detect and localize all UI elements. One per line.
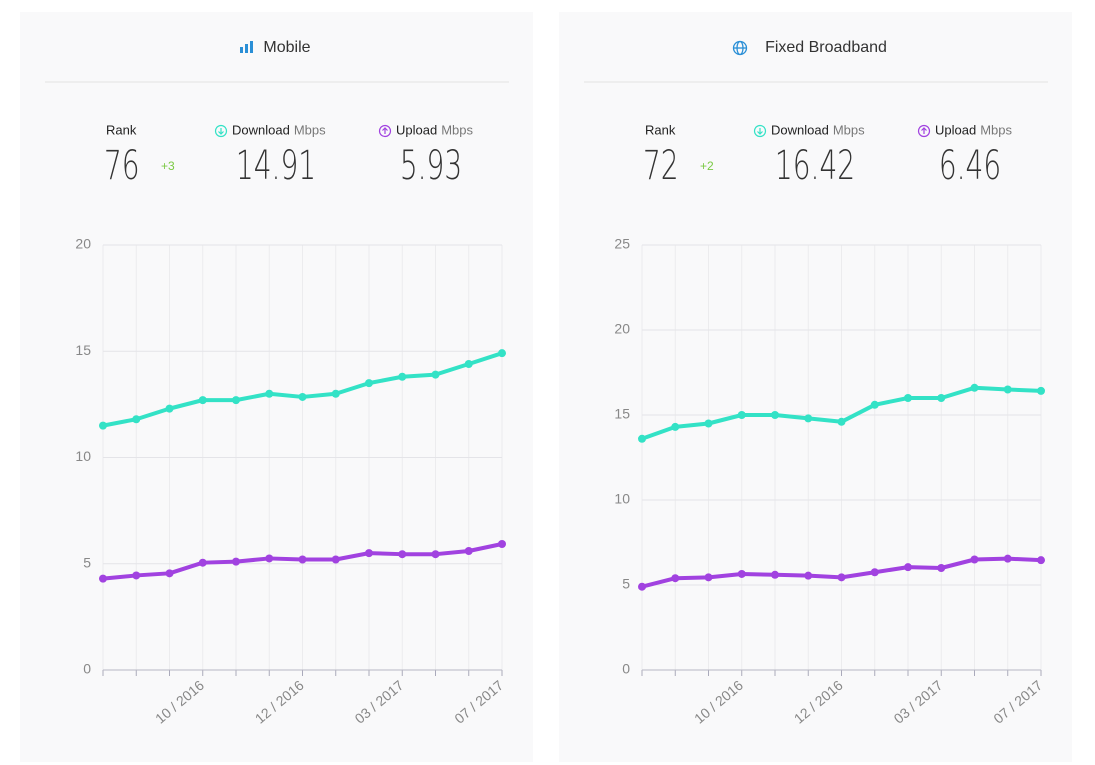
mobile-icon <box>240 41 253 53</box>
point <box>1003 385 1012 394</box>
rank: 72 <box>643 143 679 189</box>
point <box>232 396 240 405</box>
point <box>638 582 646 591</box>
point <box>837 417 846 426</box>
point <box>970 555 979 564</box>
point <box>737 411 746 419</box>
point <box>737 569 746 578</box>
panel-title: Fixed Broadband <box>765 39 887 56</box>
point <box>904 563 912 572</box>
point <box>464 360 473 368</box>
y-tick-label: 10 <box>75 448 91 464</box>
y-tick-label: 10 <box>614 491 630 507</box>
point <box>132 415 141 424</box>
point <box>398 372 407 381</box>
point <box>132 571 141 580</box>
upload-icon <box>378 124 392 138</box>
point <box>804 571 813 580</box>
point <box>704 419 713 428</box>
point <box>671 574 680 583</box>
upload-icon <box>917 124 931 138</box>
point <box>198 558 207 567</box>
point <box>804 414 813 423</box>
point <box>431 550 440 559</box>
y-tick-label: 0 <box>622 661 630 677</box>
point <box>165 569 174 578</box>
y-tick-label: 20 <box>614 321 630 337</box>
point <box>704 573 713 582</box>
point <box>331 555 340 564</box>
point <box>365 549 373 558</box>
point <box>298 555 307 564</box>
rank: 76 <box>104 143 140 189</box>
point <box>937 394 946 402</box>
point <box>265 389 274 398</box>
download-label: Download <box>771 122 829 137</box>
point <box>99 421 107 430</box>
point <box>671 422 680 431</box>
point <box>1037 556 1045 565</box>
rank-change: +2 <box>700 159 714 173</box>
point <box>331 389 340 398</box>
download-icon <box>757 128 763 135</box>
panel-title: Mobile <box>263 39 310 56</box>
globe-icon <box>732 40 748 56</box>
point <box>498 349 506 358</box>
upload-label: Upload <box>935 122 976 137</box>
point <box>165 404 174 413</box>
point <box>1037 386 1045 395</box>
y-tick-label: 25 <box>614 236 630 252</box>
point <box>464 547 473 555</box>
unit: Mbps <box>441 122 473 137</box>
upload-icon <box>382 127 388 134</box>
point <box>365 379 373 388</box>
unit: Mbps <box>294 122 326 137</box>
point <box>837 573 846 582</box>
download-icon <box>218 128 224 135</box>
point <box>265 554 274 563</box>
point <box>232 557 240 566</box>
point <box>431 370 440 379</box>
point <box>937 564 946 572</box>
download-label: Download <box>232 122 290 137</box>
download-icon <box>753 124 767 138</box>
upload: 6.46 <box>939 143 1001 189</box>
point <box>870 568 879 577</box>
point <box>398 550 407 559</box>
point <box>1003 554 1012 563</box>
upload-icon <box>921 127 927 134</box>
download: 14.91 <box>236 143 316 189</box>
point <box>298 392 307 401</box>
y-tick-label: 15 <box>75 342 91 358</box>
y-tick-label: 15 <box>614 406 630 422</box>
rank-change: +3 <box>161 159 175 173</box>
y-tick-label: 20 <box>75 236 91 252</box>
panel <box>20 12 533 762</box>
point <box>904 394 912 402</box>
unit: Mbps <box>980 122 1012 137</box>
rank-label: Rank <box>106 122 137 137</box>
y-tick-label: 5 <box>83 554 91 570</box>
point <box>870 400 879 409</box>
download-icon <box>214 124 228 138</box>
point <box>970 383 979 392</box>
point <box>99 574 107 583</box>
point <box>498 539 506 548</box>
point <box>198 396 207 405</box>
point <box>771 411 779 419</box>
unit: Mbps <box>833 122 865 137</box>
rank-label: Rank <box>645 122 676 137</box>
upload: 5.93 <box>400 143 462 189</box>
download: 16.42 <box>775 143 855 189</box>
y-tick-label: 5 <box>622 576 630 592</box>
point <box>771 570 779 579</box>
upload-label: Upload <box>396 122 437 137</box>
y-tick-label: 0 <box>83 661 91 677</box>
point <box>638 434 646 443</box>
